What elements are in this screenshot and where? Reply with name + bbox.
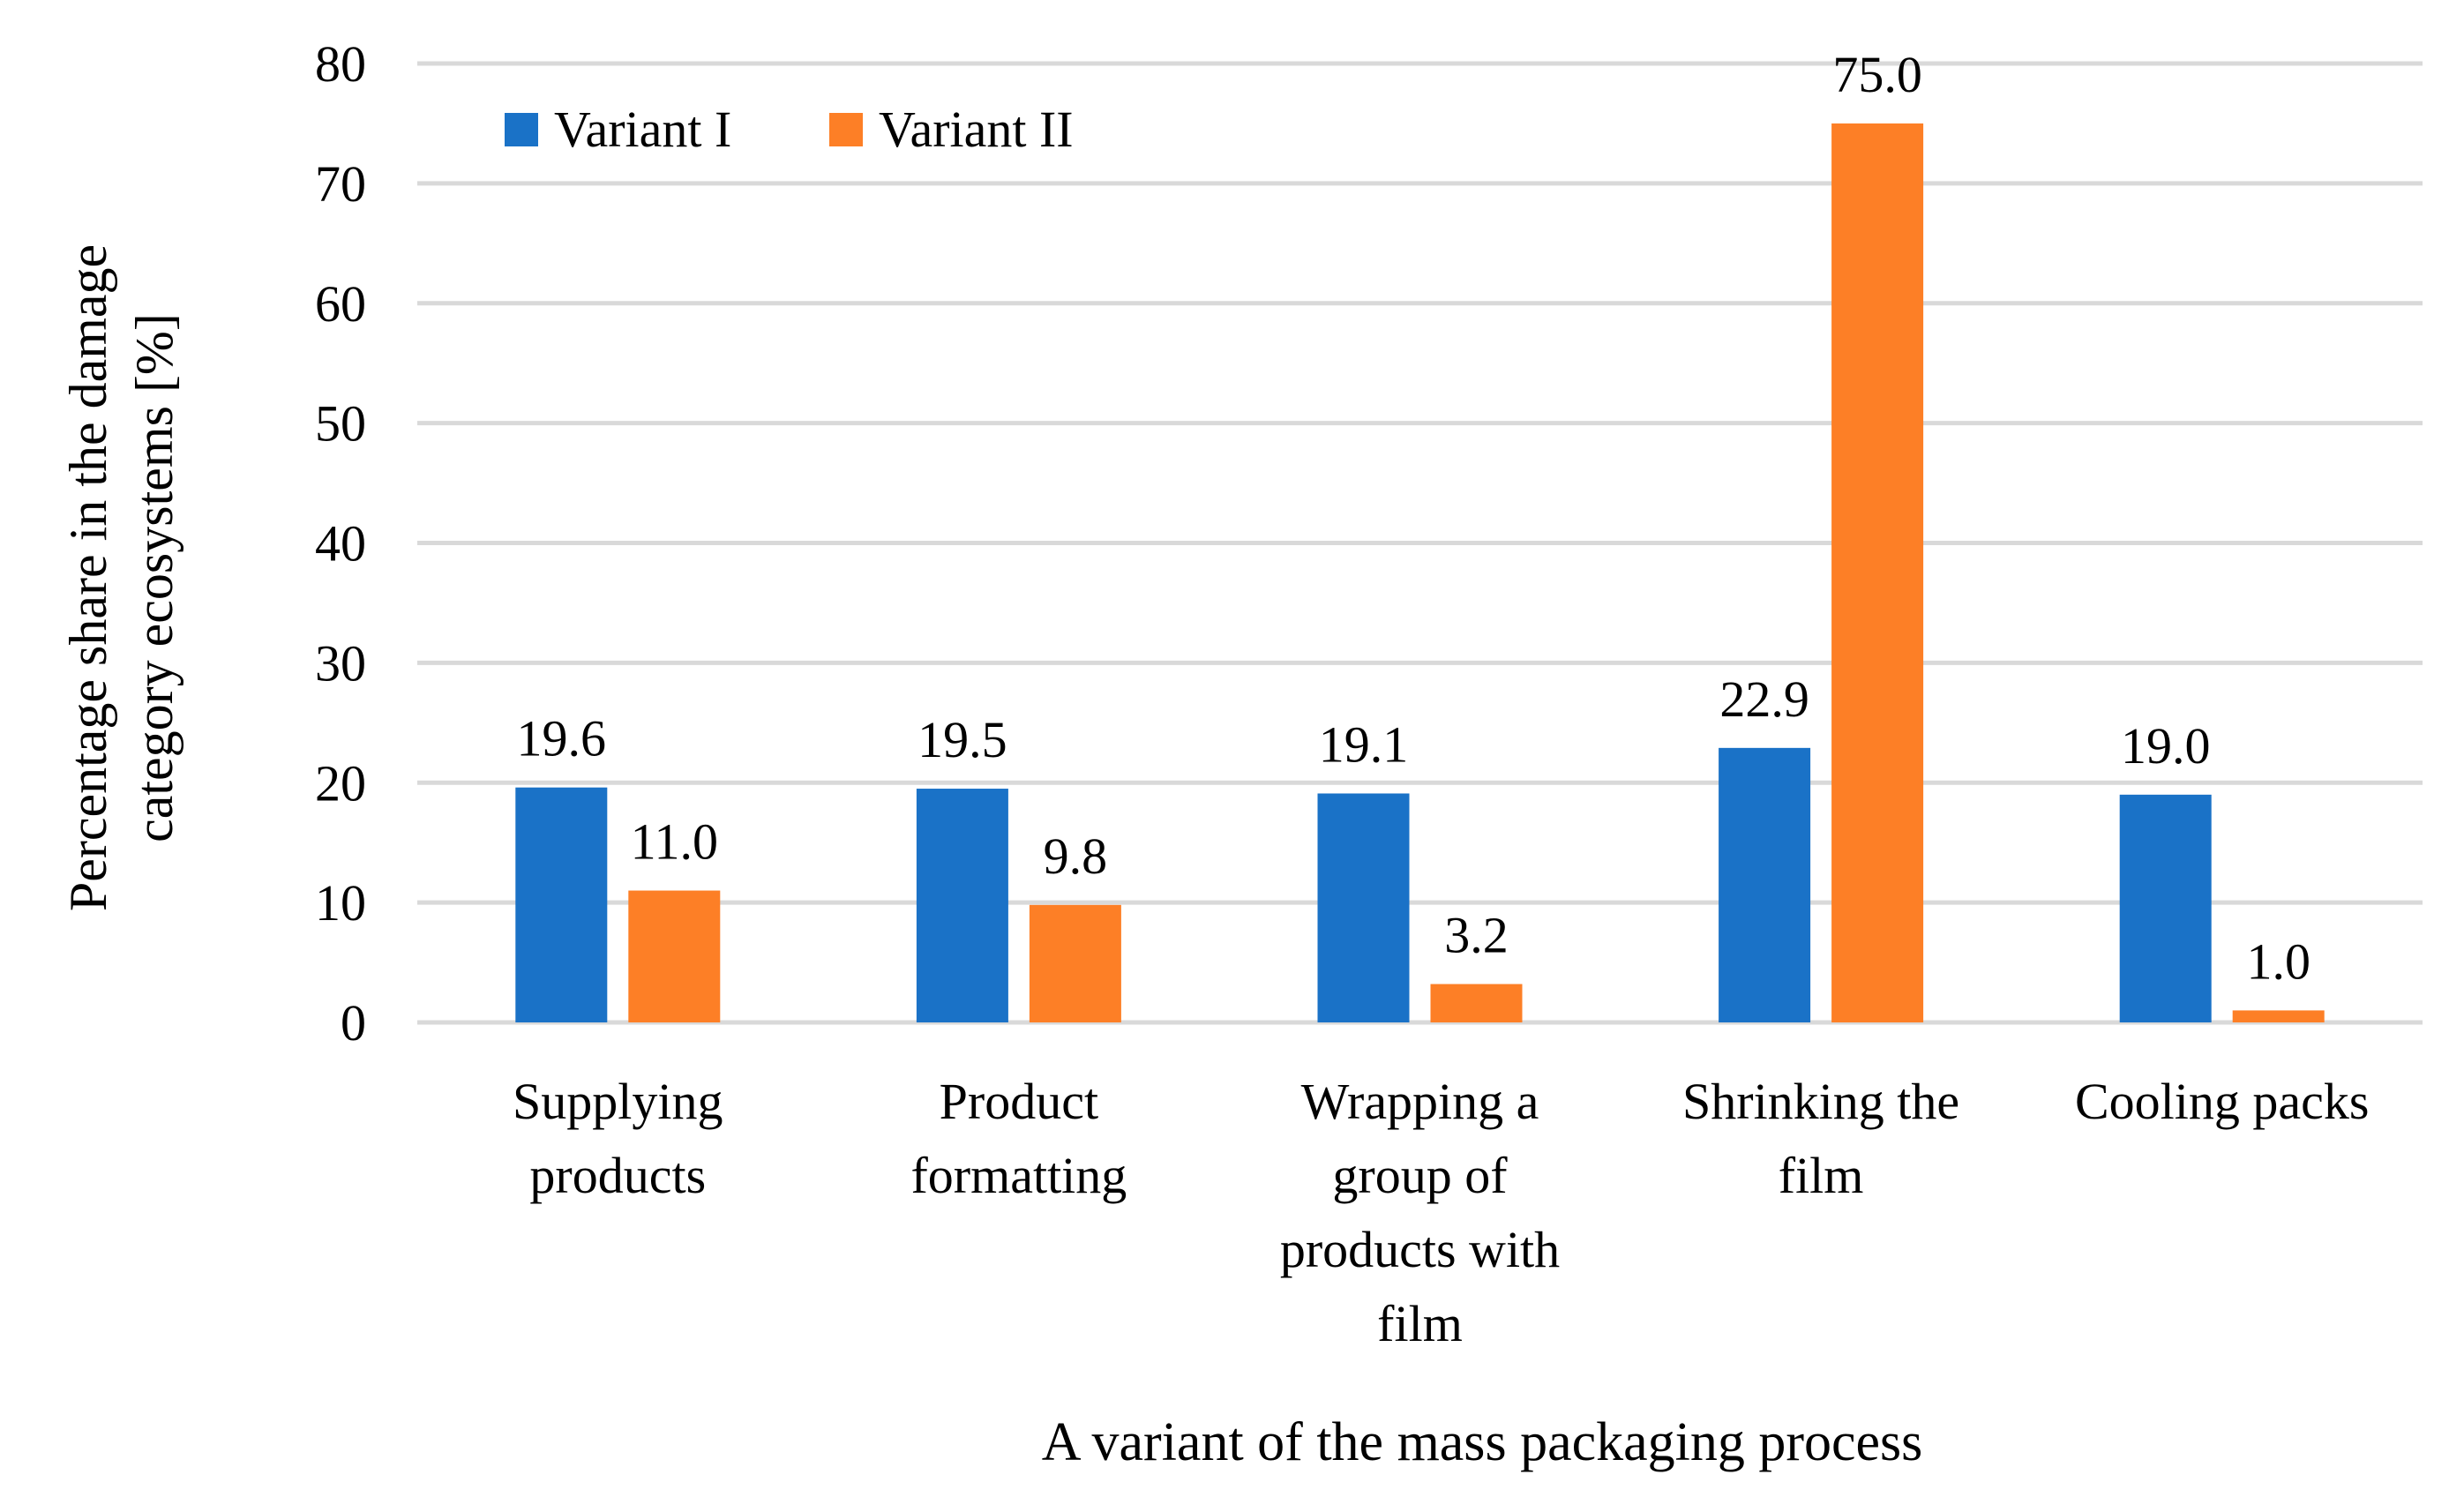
legend: Variant I Variant II: [505, 101, 1074, 158]
data-label: 19.1: [1319, 715, 1409, 773]
bar: [1831, 123, 1924, 1022]
data-label: 22.9: [1719, 670, 1809, 728]
bars: [515, 123, 2325, 1022]
y-axis-label-line: Percentage share in the damage: [59, 244, 117, 911]
x-axis-label: A variant of the mass packaging process: [1042, 1412, 1923, 1472]
x-tick-label-line: Product: [940, 1073, 1098, 1130]
y-axis-label-line: category ecosystems [%]: [125, 313, 183, 842]
x-tick-label-line: Cooling packs: [2075, 1073, 2369, 1130]
data-label: 19.0: [2121, 717, 2211, 775]
y-tick-label: 30: [315, 634, 366, 692]
data-label: 1.0: [2246, 932, 2310, 990]
data-label: 9.8: [1044, 827, 1108, 885]
x-tick-label-line: Supplying: [513, 1073, 723, 1130]
y-tick-label: 80: [315, 35, 366, 93]
x-tick-label-line: film: [1779, 1147, 1864, 1204]
bar: [2232, 1010, 2325, 1022]
x-tick-label-line: group of: [1332, 1147, 1508, 1204]
bar: [1317, 793, 1410, 1022]
legend-label: Variant I: [554, 101, 731, 158]
data-labels: 19.6 11.0 19.5 9.8 19.1 3.2 22.9 75.0 19.0 1.0: [517, 46, 2310, 990]
y-tick-label: 0: [341, 994, 366, 1052]
y-tick-label: 50: [315, 395, 366, 453]
x-tick-label-line: Shrinking the: [1682, 1073, 1959, 1130]
x-tick-label-line: film: [1377, 1295, 1463, 1352]
x-tick-label: Product formatting: [910, 1073, 1127, 1204]
bar: [628, 890, 721, 1022]
y-tick-label: 10: [315, 874, 366, 932]
y-axis-ticks: 0 10 20 30 40 50 60 70 80: [315, 35, 366, 1052]
bar: [515, 787, 608, 1022]
data-label: 75.0: [1832, 46, 1922, 103]
x-tick-label: Shrinking the film: [1682, 1073, 1959, 1204]
legend-swatch: [829, 113, 863, 146]
bar: [916, 789, 1008, 1022]
x-tick-label: Wrapping a group of products with film: [1280, 1073, 1560, 1352]
x-tick-label-line: products with: [1280, 1221, 1560, 1278]
data-label: 3.2: [1444, 907, 1509, 964]
bar: [1430, 984, 1523, 1022]
y-tick-label: 60: [315, 275, 366, 333]
x-tick-label-line: formatting: [910, 1147, 1127, 1204]
bar: [1719, 747, 1811, 1022]
x-axis-categories: Supplying products Product formatting Wrappi…: [513, 1073, 2369, 1352]
bar: [2119, 794, 2212, 1022]
bar: [1029, 904, 1121, 1022]
x-tick-label-line: Wrapping a: [1301, 1073, 1539, 1130]
y-tick-label: 20: [315, 754, 366, 812]
x-tick-label: Cooling packs: [2075, 1073, 2369, 1130]
data-label: 11.0: [631, 813, 718, 871]
data-label: 19.6: [517, 710, 607, 767]
legend-label: Variant II: [879, 101, 1074, 158]
y-axis-label: Percentage share in the damage category e…: [59, 244, 183, 911]
x-tick-label: Supplying products: [513, 1073, 723, 1204]
gridlines: [417, 61, 2423, 1025]
legend-swatch: [505, 113, 538, 146]
y-tick-label: 70: [315, 155, 366, 213]
data-label: 19.5: [917, 711, 1007, 768]
x-tick-label-line: products: [529, 1147, 706, 1204]
y-tick-label: 40: [315, 515, 366, 573]
